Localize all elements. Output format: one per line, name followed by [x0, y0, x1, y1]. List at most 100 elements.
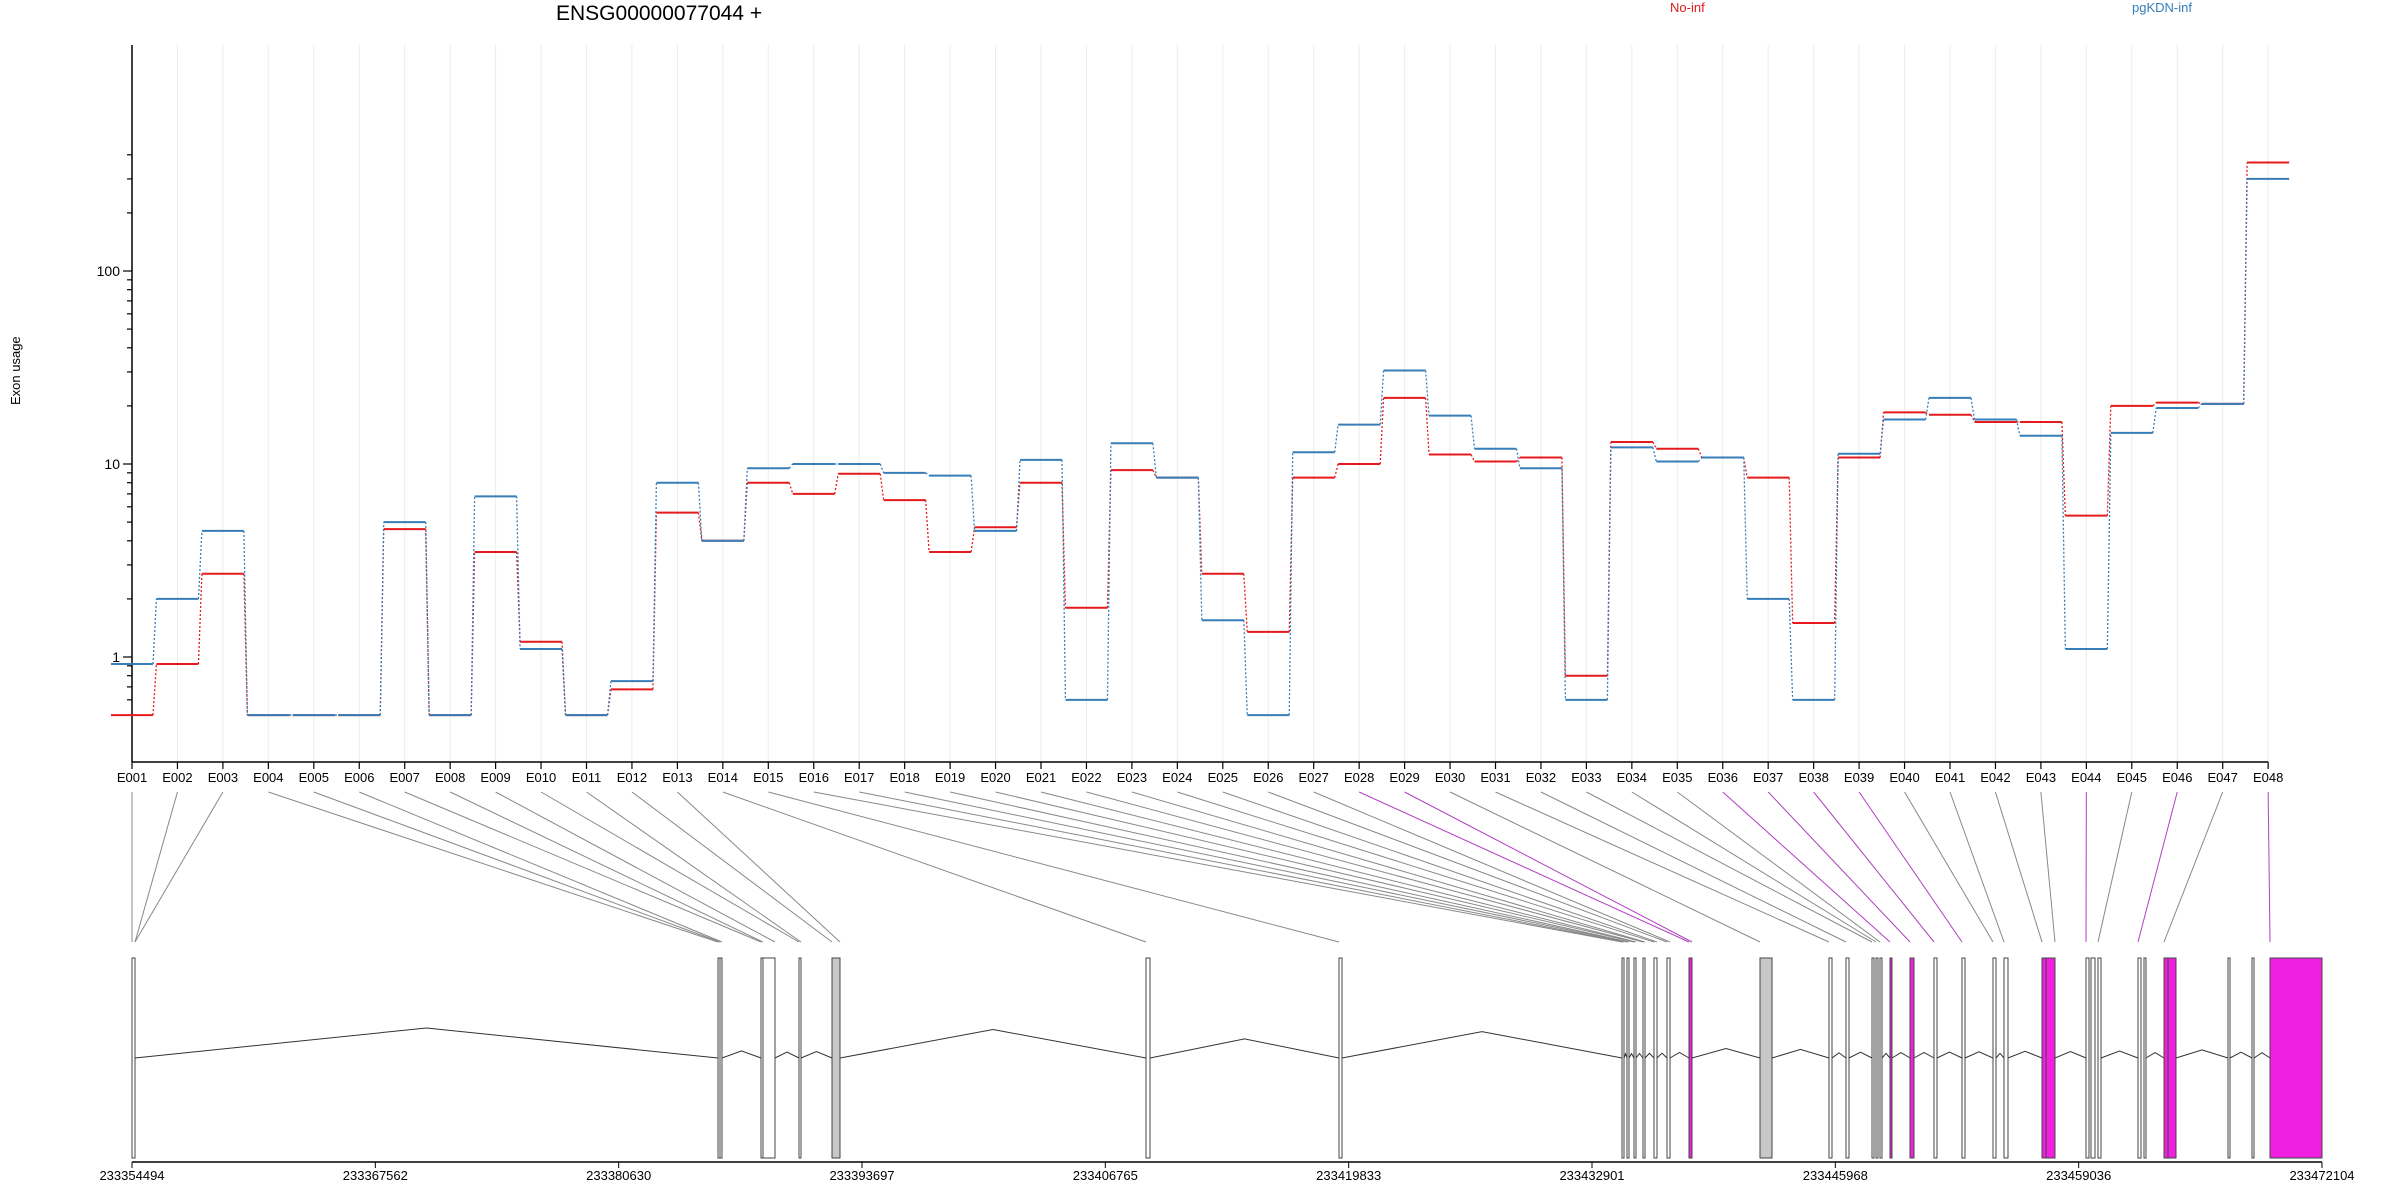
x-tick-label: E037	[1753, 770, 1783, 785]
exon-connector	[586, 791, 802, 943]
exon-block	[1879, 957, 1883, 1159]
exon-connector	[1495, 791, 1830, 943]
exon-connector	[268, 791, 719, 943]
exon-block	[1653, 957, 1658, 1159]
exon-block	[2097, 957, 2102, 1159]
coord-tick-label: 233445968	[1803, 1168, 1868, 1183]
exon-connector	[1767, 791, 1911, 943]
exon-connector	[495, 791, 776, 943]
exon-transition	[425, 522, 430, 716]
x-tick-label: E011	[572, 770, 601, 785]
x-tick-label: E028	[1344, 770, 1374, 785]
x-tick-label: E045	[2117, 770, 2147, 785]
exon-transition	[243, 530, 248, 716]
exon-block	[1961, 957, 1966, 1159]
intron	[2100, 1050, 2139, 1059]
intron	[774, 1051, 800, 1059]
exon-connector	[449, 791, 764, 943]
legend-pgkdn-inf: pgKDN-inf	[2132, 0, 2192, 15]
exon-transition	[1879, 412, 1885, 458]
gene-model	[131, 957, 2323, 1159]
exon-transition	[1470, 454, 1476, 462]
y-axis: 1 10 100	[97, 45, 133, 762]
coord-tick-label: 233432901	[1559, 1168, 1624, 1183]
exon-block	[2137, 957, 2142, 1159]
exon-connector	[949, 791, 1630, 943]
exon-connector	[134, 791, 178, 943]
intron	[2007, 1050, 2043, 1059]
exon-transition	[2197, 403, 2203, 409]
exon-transition	[152, 663, 158, 716]
x-tick-label: E004	[253, 770, 283, 785]
legend-no-inf: No-inf	[1670, 0, 1705, 15]
exon-transition	[2106, 432, 2112, 650]
exon-connector	[2137, 791, 2178, 943]
exon-transition	[1652, 447, 1657, 462]
exon-connector	[1994, 791, 2043, 943]
x-tick-label: E019	[935, 770, 965, 785]
exon-transition	[1561, 468, 1567, 700]
intron	[800, 1050, 833, 1059]
exon-transition	[1152, 469, 1157, 478]
exon-block	[131, 957, 136, 1159]
intron	[1995, 1052, 2005, 1059]
intron	[1831, 1052, 1847, 1059]
coord-tick-label: 233419833	[1316, 1168, 1381, 1183]
coord-tick-label: 233380630	[586, 1168, 651, 1183]
exon-connector	[1404, 791, 1693, 943]
exon-connector	[1677, 791, 1881, 943]
exon-block	[2269, 957, 2323, 1159]
series-pgkdn-inf	[111, 177, 2290, 717]
x-tick-label: E012	[617, 770, 647, 785]
intron	[134, 1027, 719, 1059]
exon-connector	[313, 791, 721, 943]
coord-tick-label: 233367562	[343, 1168, 408, 1183]
exon-transition	[1243, 573, 1248, 632]
x-tick-label: E008	[435, 770, 465, 785]
exon-connector	[722, 791, 1147, 943]
exon-connector	[1040, 791, 1637, 943]
exon-connector	[1540, 791, 1847, 943]
exon-transition	[1379, 397, 1385, 465]
exon-transition	[2015, 419, 2021, 436]
exon-block	[2251, 957, 2255, 1159]
exon-connector	[2097, 791, 2133, 943]
x-tick-label: E015	[753, 770, 783, 785]
y-tick-label: 10	[104, 456, 120, 472]
intron	[2175, 1049, 2229, 1059]
x-tick-label: E006	[344, 770, 374, 785]
intron	[1623, 1052, 1628, 1059]
x-tick-label: E007	[390, 770, 420, 785]
exon-block	[2085, 957, 2090, 1159]
exon-block	[1992, 957, 1997, 1159]
x-tick-label: E031	[1480, 770, 1510, 785]
x-tick-label: E017	[844, 770, 874, 785]
exon-block	[1828, 957, 1833, 1159]
exon-transition	[1334, 424, 1339, 453]
x-tick-label: E026	[1253, 770, 1283, 785]
exon-block	[762, 957, 776, 1159]
exon-transition	[1015, 482, 1021, 528]
x-tick-label: E044	[2071, 770, 2101, 785]
x-tick-label: E043	[2026, 770, 2056, 785]
x-tick-label: E016	[799, 770, 829, 785]
exon-block	[2045, 957, 2056, 1159]
exon-block	[1338, 957, 1343, 1159]
intron	[1936, 1051, 1963, 1059]
exon-transition	[970, 527, 976, 553]
intron	[2253, 1052, 2271, 1059]
exon-transition	[788, 482, 794, 495]
x-tick-label: E048	[2253, 770, 2283, 785]
exon-transition	[1788, 477, 1794, 624]
exon-transition	[1515, 448, 1521, 469]
exon-block	[2041, 957, 2047, 1159]
x-axis: E001 E002 E003 E004 E005 E006 E007 E008 E009 E010…	[117, 761, 2283, 785]
exon-transition	[1834, 457, 1839, 624]
intron	[1848, 1051, 1873, 1059]
exon-block	[1666, 957, 1671, 1159]
exon-connector	[1858, 791, 1963, 943]
intron	[1964, 1051, 1994, 1059]
exon-transition	[1516, 457, 1521, 462]
x-tick-label: E023	[1117, 770, 1147, 785]
exon-transition	[1015, 459, 1021, 531]
